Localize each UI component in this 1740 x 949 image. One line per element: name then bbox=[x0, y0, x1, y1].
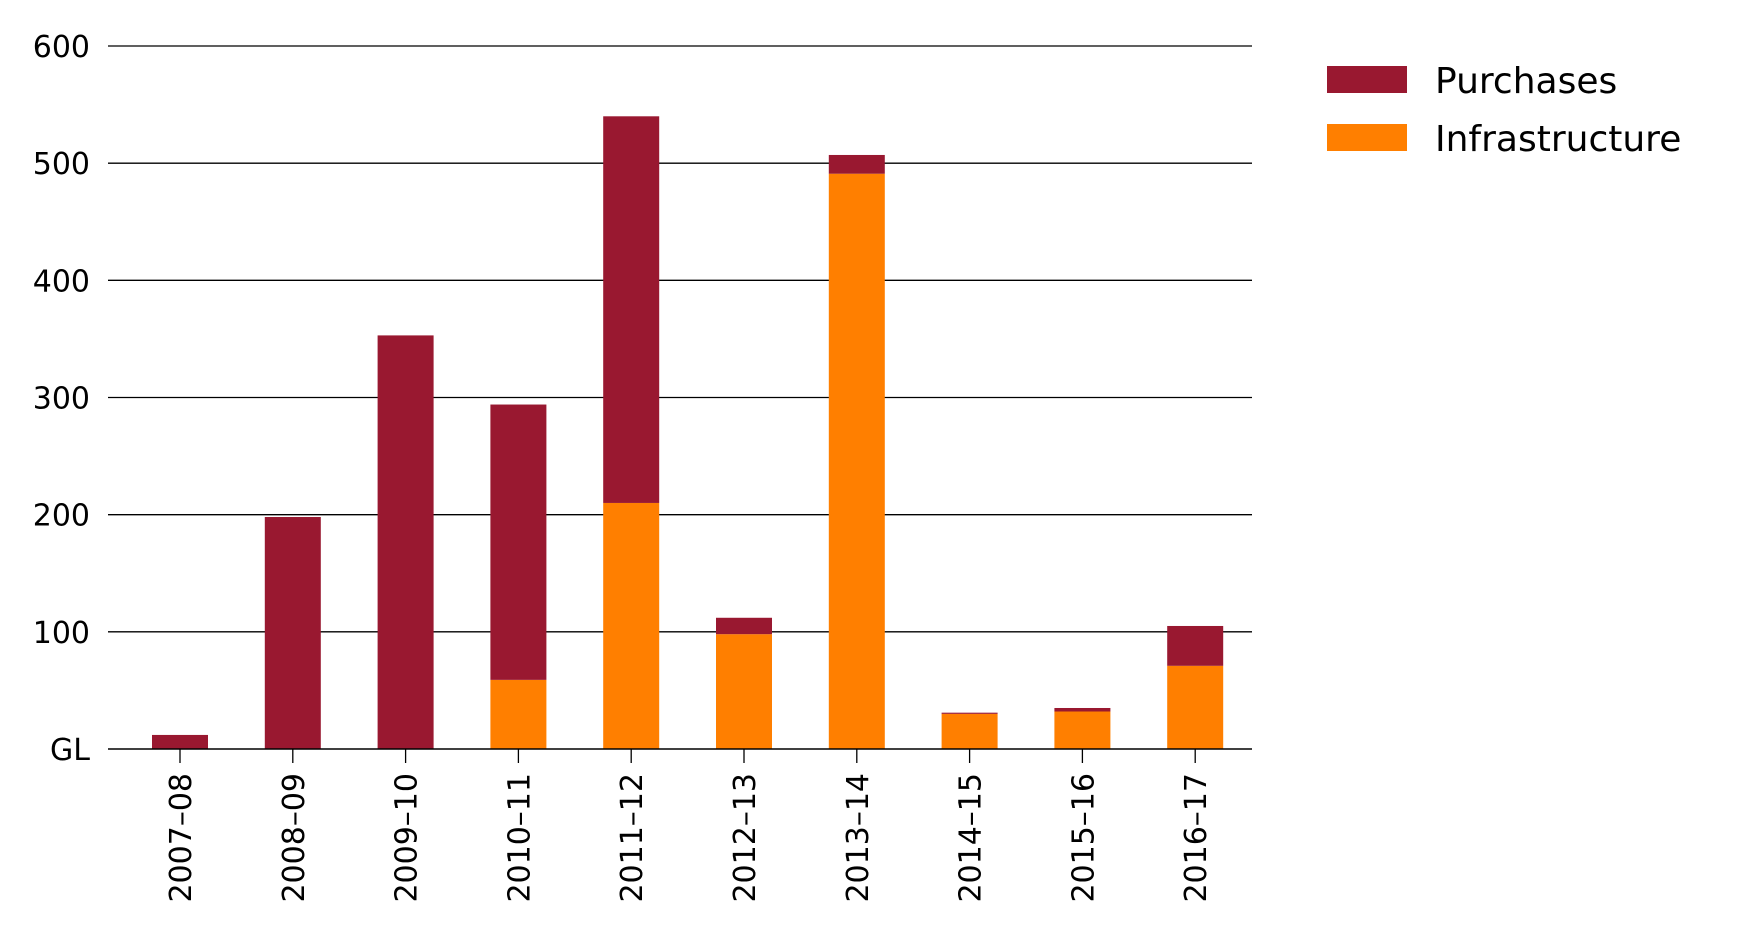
legend: Purchases Infrastructure bbox=[1327, 61, 1681, 160]
y-tick-label: 100 bbox=[33, 616, 90, 651]
bar-purchases-2011–12 bbox=[603, 116, 660, 503]
x-tick-label: 2010–11 bbox=[502, 773, 537, 903]
y-tick-label: 400 bbox=[33, 264, 90, 299]
y-tick-label: GL bbox=[50, 733, 90, 768]
y-tick-label: 500 bbox=[33, 147, 90, 182]
bar-infrastructure-2011–12 bbox=[603, 502, 660, 749]
x-axis-tick-labels: 2007–08 2008–09 2009–10 2010–11 2011–12 2012–… bbox=[164, 773, 1214, 903]
bar-purchases-2016–17 bbox=[1167, 625, 1224, 666]
y-tick-label: 600 bbox=[33, 30, 90, 65]
x-tick-label: 2011–12 bbox=[615, 773, 650, 903]
bar-purchases-2009–10 bbox=[377, 335, 434, 749]
y-tick-label: 300 bbox=[33, 382, 90, 417]
bar-infrastructure-2013–14 bbox=[828, 173, 885, 749]
bar-infrastructure-2010–11 bbox=[490, 679, 547, 749]
x-tick-label: 2012–13 bbox=[728, 773, 763, 903]
bar-infrastructure-2014–15 bbox=[941, 713, 998, 749]
legend-swatch-infrastructure bbox=[1327, 124, 1407, 151]
bar-infrastructure-2012–13 bbox=[716, 634, 772, 749]
bar-purchases-2008–09 bbox=[264, 517, 321, 749]
x-tick-label: 2008–09 bbox=[277, 773, 312, 903]
legend-label-infrastructure: Infrastructure bbox=[1435, 119, 1681, 160]
legend-swatch-purchases bbox=[1327, 66, 1407, 93]
y-axis-tick-labels: GL 100 200 300 400 500 600 bbox=[33, 30, 91, 768]
bar-purchases-2007–08 bbox=[152, 734, 208, 749]
x-tick-label: 2015–16 bbox=[1066, 773, 1101, 903]
legend-label-purchases: Purchases bbox=[1435, 61, 1617, 102]
bar-infrastructure-2015–16 bbox=[1054, 711, 1111, 749]
bar-purchases-2010–11 bbox=[490, 404, 547, 680]
bar-purchases-2014–15 bbox=[941, 712, 998, 714]
y-tick-label: 200 bbox=[33, 499, 90, 534]
gridlines bbox=[108, 45, 1252, 633]
bar-purchases-2015–16 bbox=[1054, 707, 1111, 712]
x-tick-label: 2014–15 bbox=[954, 773, 989, 903]
x-tick-label: 2009–10 bbox=[390, 773, 425, 903]
bar-infrastructure-2016–17 bbox=[1167, 665, 1224, 749]
axes bbox=[108, 748, 1252, 763]
bars bbox=[152, 116, 1224, 749]
x-tick-label: 2016–17 bbox=[1179, 773, 1214, 903]
bar-purchases-2013–14 bbox=[828, 154, 885, 174]
x-tick-label: 2007–08 bbox=[164, 773, 199, 903]
bar-purchases-2012–13 bbox=[716, 617, 772, 635]
x-tick-label: 2013–14 bbox=[841, 773, 876, 903]
